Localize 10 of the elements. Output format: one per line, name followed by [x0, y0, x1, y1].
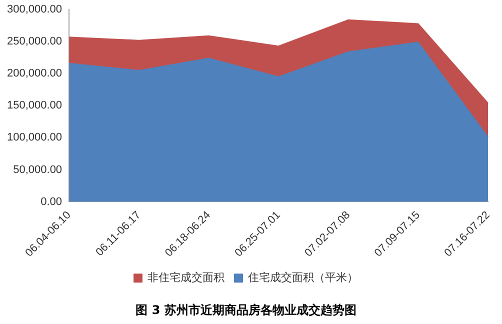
text: 图 3 苏州市近期商品房各物业成交趋势图 [136, 302, 356, 317]
legend-label: 非住宅成交面积 [148, 271, 224, 284]
legend-label: 住宅成交面积（平米） [248, 271, 358, 284]
y-tick-label: 200,000.00 [6, 68, 62, 80]
y-tick-label: 0.00 [40, 196, 62, 208]
y-tick-label: 50,000.00 [13, 164, 62, 176]
y-tick-label: 100,000.00 [6, 132, 62, 144]
y-tick-label: 150,000.00 [6, 100, 62, 112]
y-tick-label: 250,000.00 [6, 36, 62, 48]
y-tick-label: 300,000.00 [6, 4, 62, 16]
